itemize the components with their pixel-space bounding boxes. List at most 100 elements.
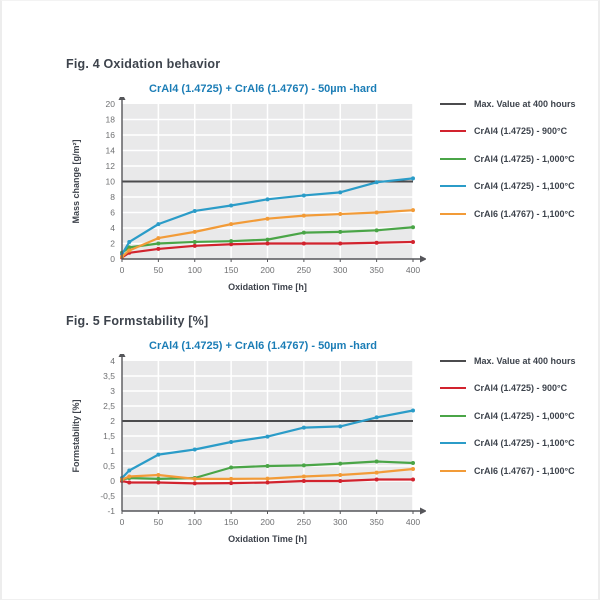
- series-1-data-point: [265, 237, 270, 242]
- series-1-data-point: [411, 461, 415, 465]
- series-0-data-point: [374, 240, 379, 245]
- x-tick-label: 350: [370, 265, 384, 275]
- series-2-data-point: [374, 415, 379, 420]
- y-tick-label: 16: [106, 130, 116, 140]
- legend-line-swatch: [440, 157, 466, 160]
- y-tick-label: 3,5: [103, 371, 115, 381]
- y-tick-label: 2: [110, 416, 115, 426]
- legend-line-swatch: [440, 185, 466, 187]
- series-0-data-point: [156, 480, 161, 485]
- legend-label: CrAl4 (1.4725) - 1,000°C: [474, 410, 575, 421]
- legend-label: CrAl6 (1.4767) - 1,100°C: [474, 208, 575, 219]
- legend-item: CrAl4 (1.4725) - 1,000°C: [440, 152, 576, 165]
- series-2-data-point: [127, 468, 132, 473]
- y-tick-label: 4: [110, 223, 115, 233]
- figure-4-chart-title: CrAl4 (1.4725) + CrAl6 (1.4767) - 50µm -…: [149, 83, 377, 95]
- y-tick-label: -1: [107, 506, 115, 516]
- series-1-data-point: [301, 463, 306, 468]
- y-axis-title: Formstability [%]: [71, 399, 81, 472]
- series-0-data-point: [411, 239, 415, 244]
- series-2-data-point: [411, 176, 415, 181]
- legend-item: CrAl4 (1.4725) - 900°C: [440, 125, 576, 138]
- series-0-data-point: [338, 479, 343, 483]
- y-tick-label: 3: [110, 386, 115, 396]
- x-tick-label: 400: [406, 517, 420, 527]
- series-3-data-point: [411, 208, 415, 213]
- x-tick-label: 100: [188, 265, 202, 275]
- legend-label: Max. Value at 400 hours: [474, 98, 576, 109]
- legend-line-swatch: [440, 442, 466, 444]
- series-1-data-point: [301, 230, 306, 235]
- series-2-data-point: [301, 193, 306, 198]
- y-tick-label: 0: [110, 254, 115, 264]
- series-3-data-point: [192, 229, 197, 234]
- series-2-data-point: [265, 197, 270, 202]
- series-3-data-point: [127, 248, 132, 253]
- figure-5-chart-block: CrAl4 (1.4725) + CrAl6 (1.4767) - 50µm -…: [66, 338, 427, 554]
- x-axis-arrow: [420, 507, 427, 515]
- series-0-data-point: [192, 243, 197, 248]
- series-2-data-point: [301, 425, 306, 430]
- legend-item: CrAl4 (1.4725) - 900°C: [440, 382, 576, 395]
- series-1-data-point: [192, 239, 197, 244]
- y-tick-label: 1,5: [103, 431, 115, 441]
- x-tick-label: 0: [120, 265, 125, 275]
- y-tick-label: 6: [110, 208, 115, 218]
- series-0-data-point: [374, 477, 379, 482]
- series-0-data-point: [192, 481, 197, 486]
- series-line-3: [121, 209, 414, 258]
- x-tick-label: 300: [333, 265, 347, 275]
- figure-4-chart-row: CrAl4 (1.4725) + CrAl6 (1.4767) - 50µm -…: [66, 81, 598, 302]
- y-tick-label: 12: [106, 161, 116, 171]
- y-tick-label: 18: [106, 115, 116, 125]
- x-tick-label: 150: [224, 265, 238, 275]
- figure-5-legend: Max. Value at 400 hours CrAl4 (1.4725) - …: [440, 338, 576, 477]
- series-line-2: [121, 409, 414, 479]
- series-1-data-point: [411, 225, 415, 230]
- series-3-data-point: [192, 476, 197, 481]
- figure-5-chart-row: CrAl4 (1.4725) + CrAl6 (1.4767) - 50µm -…: [66, 338, 598, 554]
- series-0-data-point: [265, 480, 270, 485]
- figure-4-section: Fig. 4 Oxidation behavior CrAl4 (1.4725)…: [66, 57, 598, 302]
- legend-line-swatch: [440, 130, 466, 132]
- legend-line-swatch: [440, 469, 466, 472]
- figure-4-caption: Fig. 4 Oxidation behavior: [66, 57, 221, 71]
- legend-label: CrAl4 (1.4725) - 1,000°C: [474, 153, 575, 164]
- series-3-data-point: [265, 216, 270, 221]
- series-1-data-point: [229, 465, 234, 470]
- legend-line-swatch: [440, 359, 466, 362]
- series-2-data-point: [374, 180, 379, 185]
- legend-line-swatch: [440, 387, 466, 389]
- x-tick-label: 400: [406, 265, 420, 275]
- legend-label: CrAl4 (1.4725) - 1,100°C: [474, 438, 575, 448]
- x-tick-label: 100: [188, 517, 202, 527]
- series-1-data-point: [127, 245, 132, 250]
- series-line-0: [121, 240, 414, 259]
- series-2-data-point: [127, 239, 132, 244]
- series-0-data-point: [229, 242, 234, 247]
- series-3-data-point: [338, 473, 343, 477]
- series-1-data-point: [229, 239, 234, 244]
- series-1-data-point: [265, 464, 270, 468]
- series-2-data-point: [265, 434, 270, 439]
- series-0-data-point: [301, 479, 306, 483]
- series-3-data-point: [156, 473, 161, 477]
- x-tick-label: 50: [154, 265, 164, 275]
- series-0-data-point: [301, 241, 306, 246]
- legend-item: Max. Value at 400 hours: [440, 97, 576, 110]
- legend-item: CrAl4 (1.4725) - 1,000°C: [440, 409, 576, 422]
- x-axis-title: Oxidation Time [h]: [228, 534, 307, 544]
- y-tick-label: 10: [106, 177, 116, 187]
- series-3-data-point: [229, 222, 234, 227]
- series-2-data-point: [156, 222, 161, 227]
- series-3-data-point: [229, 476, 234, 481]
- series-3-data-point: [156, 236, 161, 241]
- legend-line-swatch: [440, 414, 466, 417]
- oxidation-behavior-chart: 0 50 100 150 200 250 300 350 400 0 2 4 6 8 10 12 14 16 18 2…: [71, 93, 427, 292]
- x-axis-arrow: [420, 255, 427, 263]
- legend-label: CrAl6 (1.4767) - 1,100°C: [474, 465, 575, 476]
- series-line-0: [121, 478, 413, 485]
- series-0-data-point: [156, 246, 161, 251]
- series-line-3: [121, 467, 414, 481]
